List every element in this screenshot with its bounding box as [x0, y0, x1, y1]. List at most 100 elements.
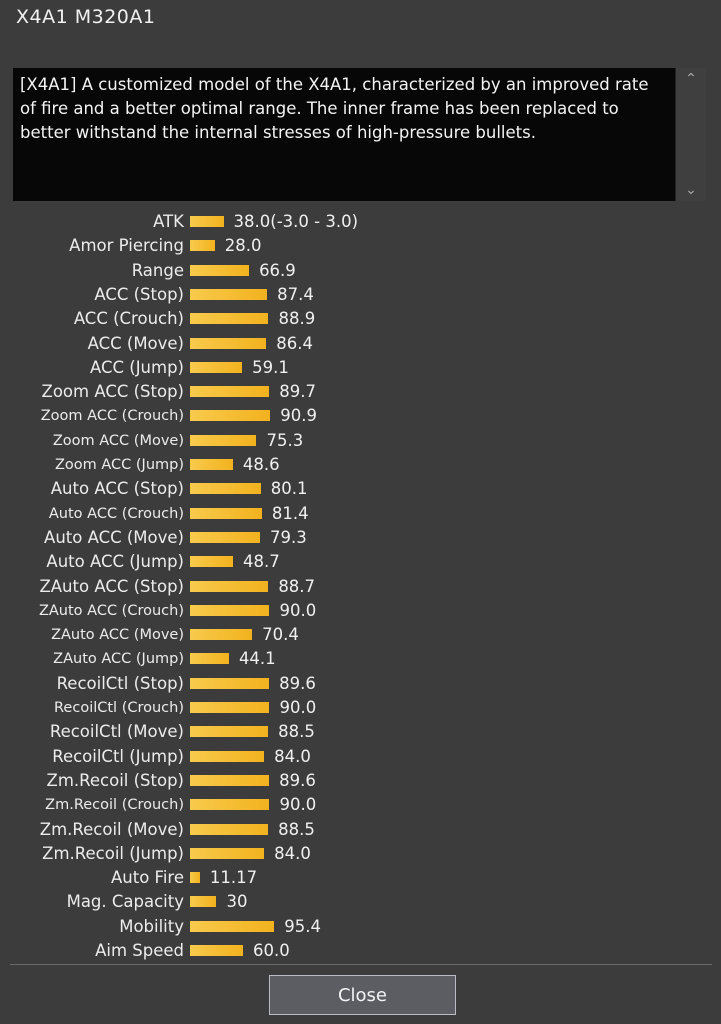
stat-bar — [190, 629, 253, 641]
stat-row: Zoom ACC (Crouch) 90.9 — [0, 404, 721, 428]
stat-label: Zoom ACC (Jump) — [54, 457, 184, 473]
stat-value: 89.6 — [279, 673, 316, 693]
stat-label: Mag. Capacity — [66, 892, 184, 912]
stat-row: Zm.Recoil (Jump) 84.0 — [0, 842, 721, 866]
description-text: [X4A1] A customized model of the X4A1, c… — [20, 75, 649, 142]
stat-label: Auto ACC (Move) — [44, 527, 184, 547]
stat-label: ATK — [153, 212, 184, 231]
stat-label: RecoilCtl (Jump) — [52, 746, 184, 766]
stat-value: 84.0 — [274, 843, 311, 863]
stat-value: 66.9 — [259, 260, 296, 280]
stat-value: 90.0 — [279, 698, 317, 717]
description-scrollbar[interactable]: ⌃ ⌄ — [675, 68, 706, 201]
stat-label: Auto ACC (Crouch) — [48, 505, 184, 522]
stat-value: 28.0 — [224, 236, 262, 256]
stat-label: Range — [131, 260, 184, 280]
stat-row: Zoom ACC (Move) 75.3 — [0, 429, 721, 453]
stat-label: ACC (Jump) — [89, 357, 184, 377]
stat-bar — [190, 337, 267, 349]
stat-row: Zm.Recoil (Crouch) 90.0 — [0, 793, 721, 817]
stat-label: ACC (Crouch) — [73, 309, 184, 329]
stat-label: ZAuto ACC (Move) — [51, 627, 184, 644]
stat-bar — [190, 774, 270, 786]
stat-bar — [190, 604, 270, 616]
footer-divider — [10, 964, 712, 965]
stat-value: 89.6 — [279, 770, 316, 790]
stat-row: ACC (Stop) 87.4 — [0, 283, 721, 307]
stat-value: 80.1 — [270, 479, 308, 499]
stat-label: RecoilCtl (Crouch) — [54, 700, 184, 716]
stat-value: 38.0(-3.0 - 3.0) — [233, 212, 359, 231]
stat-bar — [190, 459, 233, 470]
stat-row: Aim Speed 60.0 — [0, 939, 721, 963]
stat-value: 88.5 — [278, 819, 315, 839]
stat-row: Amor Piercing 28.0 — [0, 234, 721, 258]
stat-row: Zm.Recoil (Move) 88.5 — [0, 818, 721, 842]
stat-bar — [190, 361, 243, 373]
stat-bar — [190, 799, 270, 811]
stat-label: Zoom ACC (Crouch) — [40, 408, 184, 425]
stat-bar — [190, 677, 270, 689]
description-box: [X4A1] A customized model of the X4A1, c… — [13, 68, 706, 201]
stat-value: 30 — [226, 892, 248, 912]
stat-label: RecoilCtl (Stop) — [56, 673, 184, 693]
stat-row: Zoom ACC (Stop) 89.7 — [0, 380, 721, 404]
stat-value: 70.4 — [262, 625, 299, 645]
stat-value: 89.7 — [279, 382, 316, 402]
stat-bar — [190, 872, 200, 884]
stat-bar — [190, 702, 270, 713]
stat-bar — [190, 726, 269, 738]
stat-bar — [190, 240, 215, 252]
chevron-up-icon[interactable]: ⌃ — [685, 71, 697, 87]
stat-row: ZAuto ACC (Move) 70.4 — [0, 623, 721, 647]
stat-bar — [190, 896, 217, 908]
stat-label: Mobility — [119, 916, 184, 936]
stat-label: ACC (Move) — [87, 333, 184, 353]
stat-bar — [190, 483, 261, 495]
stat-row: ACC (Crouch) 88.9 — [0, 307, 721, 331]
stat-row: RecoilCtl (Move) 88.5 — [0, 720, 721, 744]
stat-value: 11.17 — [209, 868, 258, 888]
stat-value: 88.5 — [278, 722, 315, 742]
close-button[interactable]: Close — [269, 975, 456, 1015]
window-title: X4A1 M320A1 — [16, 6, 156, 28]
stat-row: ZAuto ACC (Stop) 88.7 — [0, 575, 721, 599]
stat-row: Auto ACC (Move) 79.3 — [0, 526, 721, 550]
stat-bar — [190, 288, 268, 300]
stat-bar — [190, 313, 269, 325]
stat-value: 95.4 — [284, 916, 321, 936]
stat-label: ACC (Stop) — [94, 284, 184, 304]
stat-bar — [190, 920, 275, 932]
stat-label: ZAuto ACC (Stop) — [39, 576, 184, 596]
stat-label: Zm.Recoil (Jump) — [42, 843, 184, 863]
stat-label: ZAuto ACC (Crouch) — [38, 602, 184, 619]
stat-value: 84.0 — [274, 746, 311, 766]
stat-bar — [190, 410, 271, 422]
stat-label: Zm.Recoil (Stop) — [46, 770, 184, 790]
stat-label: ZAuto ACC (Jump) — [53, 651, 184, 668]
stat-row: Zm.Recoil (Stop) 89.6 — [0, 769, 721, 793]
stat-row: ATK 38.0(-3.0 - 3.0) — [0, 210, 721, 234]
stat-value: 60.0 — [252, 941, 290, 960]
stat-value: 87.4 — [277, 284, 314, 304]
stat-row: Range 66.9 — [0, 259, 721, 283]
stat-value: 90.9 — [280, 406, 317, 426]
stat-value: 75.3 — [266, 430, 304, 450]
stat-value: 88.9 — [278, 309, 316, 329]
stat-label: Amor Piercing — [69, 236, 184, 256]
stat-value: 59.1 — [252, 357, 289, 377]
stat-value: 48.6 — [242, 455, 280, 474]
stat-value: 79.3 — [270, 527, 307, 547]
stat-bar — [190, 216, 224, 227]
stat-label: Auto ACC (Jump) — [46, 552, 184, 572]
stat-value: 81.4 — [271, 503, 309, 523]
stat-bar — [190, 823, 269, 835]
stat-bar — [190, 264, 250, 276]
chevron-down-icon[interactable]: ⌄ — [685, 182, 697, 198]
stat-value: 86.4 — [276, 333, 314, 353]
stat-label: Auto ACC (Stop) — [50, 479, 184, 499]
stat-row: RecoilCtl (Jump) 84.0 — [0, 745, 721, 769]
stat-bar — [190, 386, 270, 398]
stat-row: ZAuto ACC (Crouch) 90.0 — [0, 599, 721, 623]
stat-bar — [190, 580, 269, 592]
